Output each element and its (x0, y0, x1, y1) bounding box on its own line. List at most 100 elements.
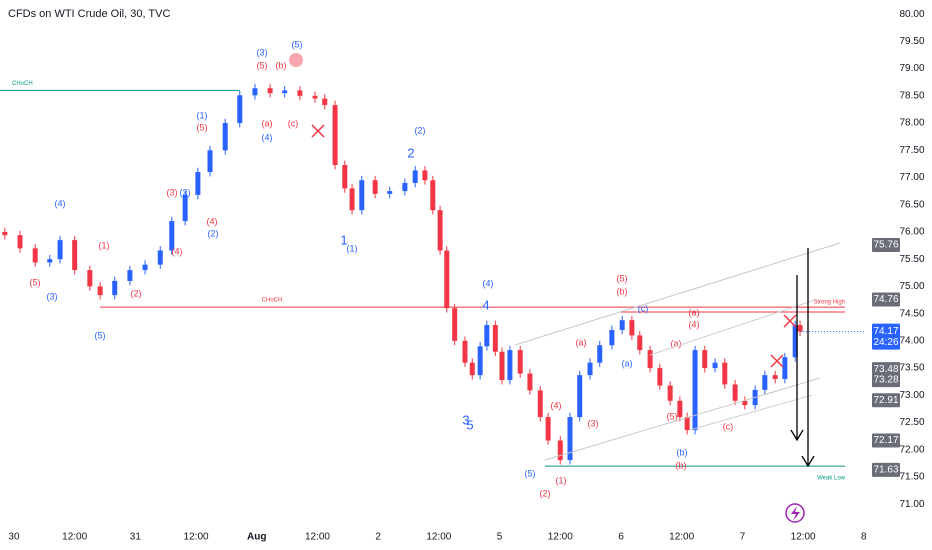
wave-label: 1 (340, 232, 347, 247)
y-tick-label: 75.00 (899, 281, 924, 292)
candle-body (297, 90, 303, 96)
candle-body (722, 362, 728, 385)
y-tick-label: 74.50 (899, 308, 924, 319)
y-tick-label: 72.00 (899, 444, 924, 455)
candle-body (762, 375, 768, 390)
candle-body (567, 417, 573, 461)
candle-body (477, 346, 483, 376)
x-tick-label: 5 (497, 532, 503, 543)
candle-body (782, 357, 788, 379)
wave-label: (5) (197, 122, 208, 132)
candle-body (182, 194, 188, 222)
candle-body (430, 180, 436, 211)
wave-label: (2) (415, 125, 426, 135)
last-price-box (872, 323, 900, 350)
y-tick-label: 73.00 (899, 390, 924, 401)
x-tick-label: 7 (740, 532, 746, 543)
candle-body (657, 368, 663, 386)
wave-label: (5) (257, 60, 268, 70)
x-marks (311, 124, 797, 368)
candle-body (557, 440, 563, 461)
y-tick-label: 71.00 (899, 499, 924, 510)
x-tick-label: 12:00 (791, 532, 816, 543)
x-tick-label: 12:00 (669, 532, 694, 543)
wave-label: (5) (292, 39, 303, 49)
candle-body (597, 345, 603, 363)
candle-body (402, 182, 408, 192)
y-tick-label: 76.50 (899, 199, 924, 210)
level-label: CHoCH (12, 81, 33, 87)
candle-body (32, 248, 38, 263)
candle-body (792, 325, 798, 358)
wave-label: 2 (407, 145, 414, 160)
wave-label: (a) (262, 118, 273, 128)
wave-label: (a) (689, 307, 700, 317)
candle-body (422, 170, 428, 181)
highlight-dot (289, 53, 303, 67)
y-tick-label: 75.50 (899, 254, 924, 265)
candle-body (667, 385, 673, 401)
chart-title: CFDs on WTI Crude Oil, 30, TVC (8, 8, 170, 20)
candle-body (237, 95, 243, 124)
candle-body (712, 362, 718, 369)
wave-label: (5) (95, 330, 106, 340)
candle-body (312, 95, 318, 99)
x-tick-label: 12:00 (426, 532, 451, 543)
wave-label: (4) (483, 278, 494, 288)
candle-body (499, 351, 505, 381)
channel-line (514, 242, 841, 346)
price-label: 74.76 (873, 294, 898, 305)
wave-label: (3) (180, 187, 191, 197)
level-label: CHoCH (262, 298, 283, 304)
candle-body (332, 105, 338, 165)
wave-label: (a) (671, 338, 682, 348)
wave-label: (c) (723, 421, 734, 431)
wave-label: (b) (676, 460, 687, 470)
candle-body (47, 259, 53, 263)
price-label-box (872, 433, 900, 448)
wave-label: (1) (556, 475, 567, 485)
wave-label: (1) (99, 240, 110, 250)
candle-body (372, 180, 378, 194)
candle-body (437, 210, 443, 251)
wave-label: (5) (667, 411, 678, 421)
wave-label: (5) (525, 468, 536, 478)
channel-line (689, 394, 813, 431)
candle-body (527, 373, 533, 391)
wave-label: (b) (617, 286, 628, 296)
channel-line (649, 299, 816, 356)
candle-body (797, 325, 803, 332)
candle-body (692, 350, 698, 431)
x-tick-label: 2 (375, 532, 381, 543)
arrows (790, 248, 815, 468)
candle-body (469, 362, 475, 376)
candle-body (462, 340, 468, 363)
candle-body (444, 250, 450, 309)
alert-icon[interactable] (785, 503, 805, 523)
candle-body (742, 400, 748, 406)
x-tick-label: 12:00 (184, 532, 209, 543)
candle-body (57, 240, 63, 260)
candle-body (732, 384, 738, 401)
price-label: 72.17 (873, 435, 898, 446)
y-tick-label: 78.00 (899, 118, 924, 129)
alert-icon-bolt (791, 506, 800, 521)
wave-label: (c) (288, 118, 299, 128)
wave-label: (4) (689, 319, 700, 329)
y-tick-label: 77.00 (899, 172, 924, 183)
candle-body (587, 362, 593, 376)
price-label-box (872, 462, 900, 477)
candle-body (387, 191, 393, 194)
wave-label: (1) (347, 243, 358, 253)
candle-body (17, 235, 23, 249)
candle-body (647, 350, 653, 369)
wave-label: (2) (208, 228, 219, 238)
candle-body (577, 375, 583, 418)
candle-body (97, 286, 103, 296)
wave-label: (4) (262, 132, 273, 142)
wave-label: (b) (276, 60, 287, 70)
wave-label: (c) (638, 303, 649, 313)
x-tick-label: 12:00 (305, 532, 330, 543)
y-tick-label: 73.50 (899, 363, 924, 374)
